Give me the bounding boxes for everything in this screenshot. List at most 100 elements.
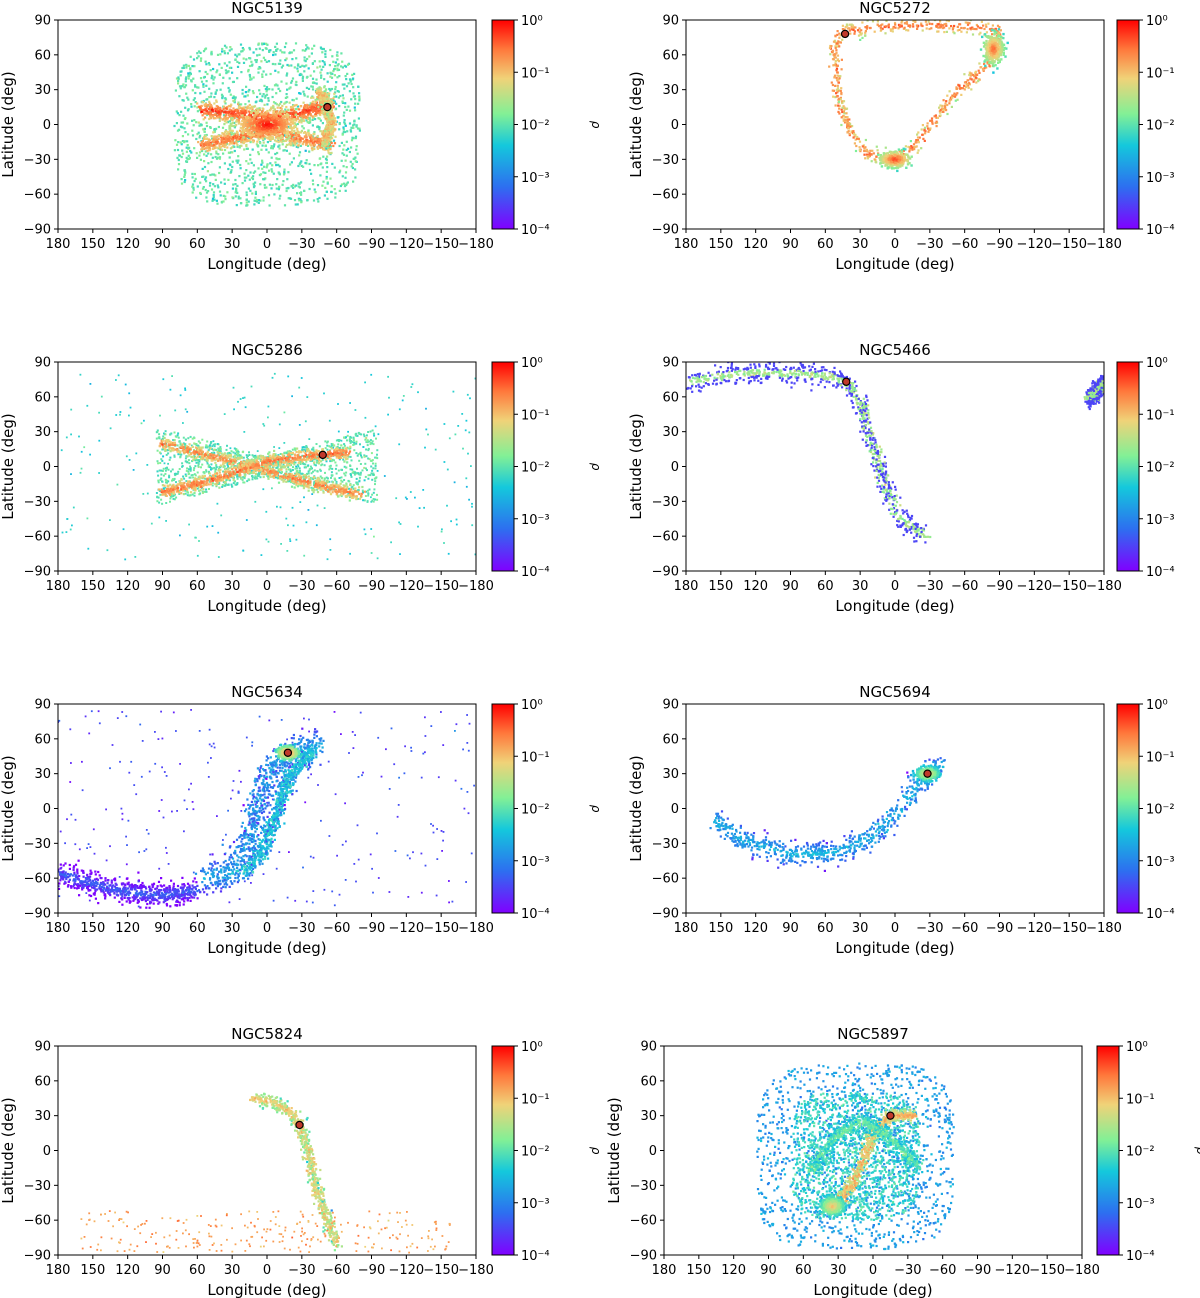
data-point bbox=[887, 26, 890, 29]
data-point bbox=[339, 169, 342, 172]
data-point bbox=[296, 203, 299, 206]
data-point bbox=[925, 23, 928, 26]
data-point bbox=[966, 21, 969, 24]
data-point bbox=[256, 200, 259, 203]
data-point bbox=[920, 128, 923, 131]
data-point bbox=[214, 91, 217, 94]
data-point bbox=[245, 85, 248, 88]
data-point bbox=[854, 149, 858, 153]
data-point bbox=[183, 117, 186, 121]
data-point bbox=[870, 153, 873, 156]
data-point bbox=[204, 188, 207, 192]
data-point bbox=[933, 115, 936, 118]
data-point bbox=[954, 99, 957, 102]
data-point bbox=[277, 188, 280, 191]
data-point bbox=[262, 199, 265, 202]
data-point bbox=[357, 85, 360, 88]
data-point bbox=[237, 119, 240, 122]
data-point bbox=[269, 118, 273, 122]
data-point bbox=[289, 126, 292, 130]
data-point bbox=[185, 150, 188, 153]
data-point bbox=[315, 82, 318, 85]
data-point bbox=[243, 95, 246, 98]
data-point bbox=[309, 74, 312, 77]
data-point bbox=[286, 178, 289, 181]
x-tick-label: −60 bbox=[323, 237, 350, 252]
data-point bbox=[311, 105, 314, 108]
data-point bbox=[216, 184, 219, 187]
data-point bbox=[182, 114, 185, 117]
data-point bbox=[285, 82, 288, 85]
data-point bbox=[269, 114, 273, 117]
data-point bbox=[295, 145, 298, 148]
data-point bbox=[209, 114, 212, 117]
data-point bbox=[244, 103, 247, 106]
data-point bbox=[268, 138, 271, 141]
data-point bbox=[254, 135, 257, 138]
data-point bbox=[334, 61, 337, 64]
data-point bbox=[282, 173, 286, 176]
data-point bbox=[337, 63, 340, 66]
data-point bbox=[199, 59, 202, 62]
data-point bbox=[254, 134, 257, 137]
data-point bbox=[951, 96, 954, 99]
data-point bbox=[194, 177, 197, 180]
data-point bbox=[193, 97, 196, 100]
data-point bbox=[232, 142, 235, 145]
data-point bbox=[342, 114, 345, 117]
data-point bbox=[301, 79, 304, 82]
data-point bbox=[329, 177, 332, 180]
data-point bbox=[252, 133, 256, 137]
x-tick-label: 180 bbox=[46, 237, 71, 252]
data-point bbox=[331, 162, 334, 165]
data-point bbox=[244, 140, 247, 143]
data-point bbox=[329, 116, 332, 119]
data-point bbox=[277, 123, 280, 126]
data-point bbox=[350, 82, 353, 86]
data-point bbox=[336, 64, 339, 67]
data-point bbox=[269, 125, 272, 129]
data-point bbox=[883, 153, 886, 156]
data-point bbox=[939, 23, 942, 26]
data-point bbox=[202, 128, 205, 131]
data-point bbox=[879, 26, 882, 29]
data-point bbox=[248, 124, 251, 127]
data-point bbox=[850, 28, 853, 31]
data-point bbox=[930, 117, 934, 120]
y-tick-label: −60 bbox=[24, 188, 51, 203]
data-point bbox=[281, 114, 285, 118]
data-point bbox=[236, 161, 239, 164]
data-point bbox=[319, 157, 322, 160]
data-point bbox=[215, 152, 218, 155]
data-point bbox=[969, 77, 972, 80]
data-point bbox=[286, 88, 289, 91]
data-point bbox=[301, 116, 304, 119]
data-point bbox=[229, 164, 232, 167]
data-point bbox=[203, 103, 206, 107]
data-point bbox=[184, 171, 187, 174]
data-point bbox=[285, 132, 289, 135]
data-point bbox=[220, 140, 223, 143]
data-point bbox=[263, 135, 266, 138]
data-point bbox=[213, 146, 217, 150]
data-point bbox=[325, 177, 328, 180]
data-point bbox=[222, 133, 225, 136]
data-point bbox=[196, 185, 199, 188]
data-point bbox=[216, 116, 219, 119]
data-point bbox=[329, 131, 332, 134]
data-point bbox=[223, 105, 226, 108]
data-point bbox=[266, 109, 269, 113]
data-point bbox=[891, 27, 895, 30]
data-point bbox=[939, 109, 942, 112]
data-point bbox=[283, 170, 286, 173]
data-point bbox=[893, 21, 897, 25]
data-point bbox=[265, 118, 268, 121]
data-point bbox=[208, 96, 211, 99]
data-point bbox=[319, 119, 322, 122]
data-point bbox=[837, 42, 840, 45]
data-point bbox=[258, 107, 261, 110]
data-point bbox=[838, 97, 841, 100]
data-point bbox=[221, 144, 224, 148]
data-point bbox=[275, 183, 278, 186]
data-point bbox=[879, 162, 882, 165]
